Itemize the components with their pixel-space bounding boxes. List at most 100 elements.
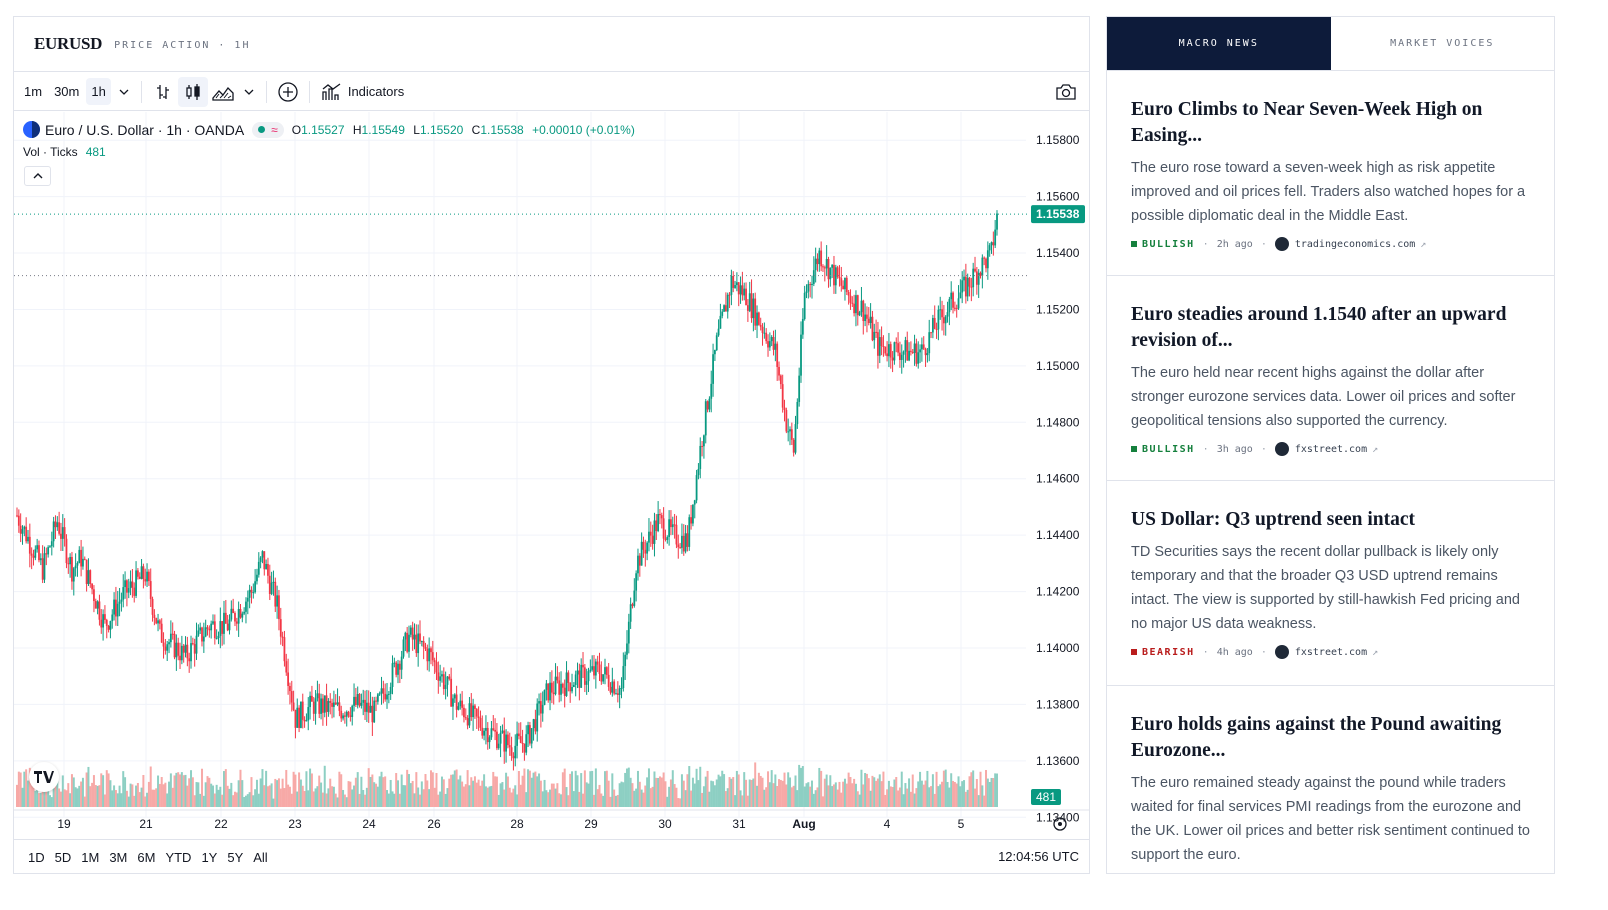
volume-bar [336, 797, 339, 807]
news-article[interactable]: Euro Climbs to Near Seven-Week High on E… [1107, 71, 1554, 276]
volume-bar [792, 785, 795, 807]
area-chart-icon[interactable] [208, 77, 238, 107]
camera-icon[interactable] [1051, 77, 1081, 107]
market-status-pill[interactable]: ≈ [252, 121, 284, 138]
range-1m[interactable]: 1M [81, 849, 100, 865]
volume-bar [323, 765, 326, 807]
volume-bar [492, 771, 495, 807]
external-link-icon[interactable]: ↗ [1372, 646, 1379, 658]
chevron-down-icon[interactable] [113, 77, 135, 107]
candle-body [659, 514, 661, 516]
price-chart[interactable]: 1.15800 1.15600 1.15400 1.15200 1.15000 1.148… [14, 112, 1089, 837]
candle-body [543, 689, 546, 705]
tab-market-voices[interactable]: MARKET VOICES [1390, 38, 1495, 49]
volume-bar [61, 775, 64, 807]
article-title[interactable]: Euro Climbs to Near Seven-Week High on E… [1131, 99, 1483, 146]
range-6m[interactable]: 6M [137, 849, 156, 865]
candle-body [583, 667, 586, 685]
candle-body [693, 500, 696, 505]
range-1d[interactable]: 1D [28, 849, 45, 865]
volume-bar [277, 778, 280, 807]
range-5d[interactable]: 5D [54, 849, 72, 865]
candle-body [858, 312, 861, 316]
volume-bar [418, 794, 421, 807]
tab-macro-news[interactable]: MACRO NEWS [1107, 17, 1331, 70]
volume-bar [360, 776, 363, 807]
external-link-icon[interactable]: ↗ [1372, 443, 1379, 455]
tradingview-logo-icon[interactable] [29, 762, 59, 792]
timeframe-1m[interactable]: 1m [24, 84, 43, 99]
article-source[interactable]: fxstreet.com [1294, 443, 1368, 455]
candle-body [765, 332, 768, 342]
bar-style-icon[interactable] [148, 77, 178, 107]
candle-body [816, 258, 819, 265]
candle-body [507, 734, 509, 746]
range-3m[interactable]: 3M [109, 849, 128, 865]
volume-bar [468, 785, 471, 807]
candles-icon[interactable] [177, 76, 208, 107]
range-5y[interactable]: 5Y [227, 849, 244, 865]
article-title[interactable]: US Dollar: Q3 uptrend seen intact [1131, 509, 1416, 530]
volume-bar [728, 777, 731, 807]
candle-body [138, 576, 141, 579]
candle-body [477, 716, 480, 718]
candle-body [83, 558, 86, 560]
candle-body [311, 695, 313, 702]
volume-bar [217, 789, 220, 807]
candle-body [737, 282, 740, 295]
candle-body [488, 737, 491, 743]
candle-body [365, 702, 368, 712]
volume-bar [113, 785, 116, 807]
candle-body [811, 283, 813, 286]
volume-bar [959, 786, 962, 807]
volume-bar [462, 786, 465, 807]
article-source[interactable]: fxstreet.com [1294, 646, 1368, 658]
indicators-button[interactable]: Indicators [322, 82, 404, 101]
utc-clock[interactable]: 12:04:56 UTC [998, 849, 1079, 864]
article-title[interactable]: Euro holds gains against the Pound await… [1131, 714, 1502, 761]
volume-bar [939, 784, 942, 807]
source-logo-icon [1274, 237, 1289, 251]
timeframe-30m[interactable]: 30m [54, 84, 80, 99]
price-tick-label: 1.15600 [1036, 190, 1080, 204]
candle-body [325, 695, 328, 712]
volume-bar [972, 770, 975, 807]
volume-bar [756, 785, 759, 807]
volume-bar [241, 780, 244, 807]
price-tick-label: 1.13400 [1036, 810, 1080, 824]
volume-bar [244, 795, 247, 807]
news-article[interactable]: US Dollar: Q3 uptrend seen intact TD Sec… [1107, 481, 1554, 686]
volume-bar [710, 780, 713, 807]
news-article[interactable]: Euro steadies around 1.1540 after an upw… [1107, 276, 1554, 481]
chevron-down-icon[interactable] [238, 77, 260, 107]
candle-body [963, 276, 965, 281]
article-title[interactable]: Euro steadies around 1.1540 after an upw… [1131, 304, 1507, 351]
volume-bar [239, 769, 242, 807]
volume-bar [417, 787, 420, 807]
compare-plus-icon[interactable] [273, 77, 303, 107]
timeframe-1h[interactable]: 1h [86, 78, 111, 105]
range-all[interactable]: All [253, 849, 268, 865]
candle-body [283, 637, 286, 662]
candle-body [65, 538, 68, 564]
collapse-legend-button[interactable] [24, 166, 51, 186]
volume-bar [481, 780, 484, 807]
chart-area[interactable]: 1.15800 1.15600 1.15400 1.15200 1.15000 1.148… [14, 112, 1089, 837]
settings-gear-icon[interactable] [1053, 817, 1067, 831]
candle-body [532, 719, 535, 729]
news-article[interactable]: Euro holds gains against the Pound await… [1107, 686, 1554, 873]
candle-body [930, 332, 932, 334]
eur-flag-icon [23, 121, 40, 138]
volume-bar [175, 772, 178, 807]
volume-bar [43, 789, 46, 807]
article-source[interactable]: tradingeconomics.com [1294, 238, 1416, 250]
candle-body [435, 662, 438, 673]
range-1y[interactable]: 1Y [201, 849, 218, 865]
sentiment-label: BULLISH [1142, 238, 1195, 250]
candle-body [697, 468, 700, 476]
candle-body [809, 284, 812, 286]
range-ytd[interactable]: YTD [165, 849, 192, 865]
external-link-icon[interactable]: ↗ [1420, 238, 1427, 250]
candle-body [866, 314, 868, 319]
candle-body [582, 664, 584, 668]
